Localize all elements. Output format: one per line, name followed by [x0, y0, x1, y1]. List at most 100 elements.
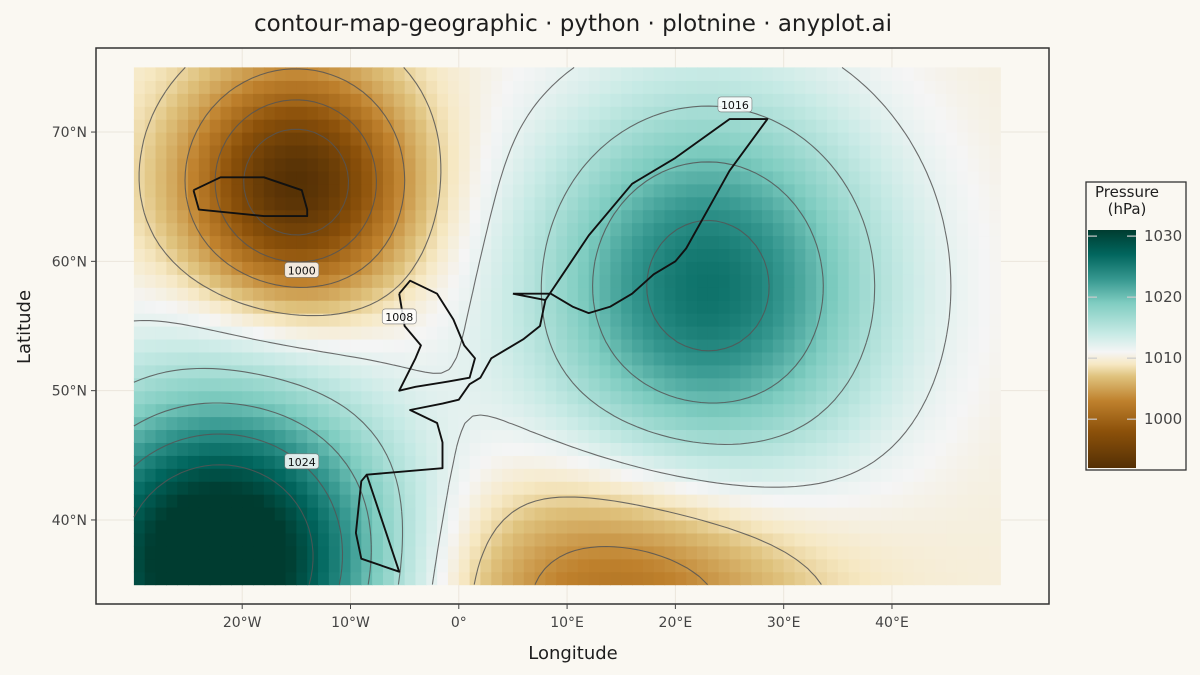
raster-cell	[382, 144, 395, 159]
raster-cell	[458, 157, 471, 172]
raster-cell	[361, 132, 373, 146]
raster-cell	[469, 442, 482, 456]
raster-cell	[469, 157, 482, 172]
raster-cell	[978, 494, 991, 508]
raster-cell	[642, 532, 655, 547]
colorbar-tick-label: 1020	[1144, 288, 1182, 306]
raster-cell	[198, 287, 211, 301]
raster-cell	[285, 507, 297, 521]
raster-cell	[242, 351, 254, 366]
raster-cell	[188, 313, 200, 327]
raster-cell	[816, 455, 828, 469]
raster-cell	[978, 519, 991, 534]
raster-cell	[577, 209, 590, 224]
isobar-996	[243, 128, 350, 236]
raster-cell	[989, 455, 1001, 469]
raster-cell	[458, 313, 471, 327]
raster-cell	[155, 545, 167, 560]
raster-cell	[133, 571, 146, 586]
raster-cell	[512, 507, 525, 521]
raster-cell	[794, 196, 806, 211]
raster-cell	[426, 157, 438, 172]
raster-cell	[848, 532, 861, 547]
raster-cell	[610, 274, 622, 288]
raster-cell	[220, 351, 232, 366]
raster-cell	[534, 119, 547, 133]
raster-cell	[826, 442, 839, 456]
raster-cell	[307, 183, 319, 198]
raster-cell	[480, 377, 492, 392]
raster-cell	[848, 519, 861, 534]
raster-cell	[642, 248, 655, 262]
raster-cell	[816, 558, 828, 573]
raster-cell	[762, 481, 774, 495]
raster-cell	[826, 351, 839, 366]
raster-cell	[783, 170, 796, 185]
raster-cell	[978, 455, 991, 469]
raster-cell	[783, 390, 796, 405]
raster-cell	[263, 519, 276, 534]
raster-cell	[707, 377, 720, 392]
raster-cell	[772, 351, 785, 366]
raster-cell	[328, 338, 341, 353]
raster-cell	[404, 132, 417, 146]
raster-cell	[166, 571, 178, 586]
raster-cell	[155, 494, 167, 508]
raster-cell	[891, 300, 904, 314]
raster-cell	[188, 119, 200, 133]
raster-cell	[523, 313, 536, 327]
raster-cell	[772, 519, 785, 534]
raster-cell	[881, 248, 893, 262]
raster-cell	[946, 507, 958, 521]
raster-cell	[469, 248, 482, 262]
raster-cell	[469, 287, 482, 301]
raster-cell	[512, 132, 525, 146]
raster-cell	[318, 222, 330, 237]
raster-cell	[469, 326, 482, 340]
raster-cell	[816, 338, 828, 353]
raster-cell	[491, 494, 503, 508]
raster-cell	[133, 93, 146, 107]
raster-cell	[426, 442, 438, 456]
raster-cell	[437, 183, 449, 198]
raster-cell	[512, 571, 525, 586]
raster-cell	[783, 571, 796, 586]
raster-cell	[361, 351, 373, 366]
raster-cell	[458, 364, 471, 379]
raster-cell	[296, 532, 308, 547]
raster-cell	[209, 338, 222, 353]
raster-cell	[307, 416, 319, 431]
raster-cell	[989, 313, 1001, 327]
raster-cell	[328, 248, 341, 262]
raster-cell	[480, 93, 492, 107]
raster-cell	[242, 80, 254, 94]
raster-cell	[263, 196, 276, 211]
raster-cell	[361, 261, 373, 275]
raster-cell	[697, 170, 709, 185]
raster-cell	[404, 455, 417, 469]
raster-cell	[805, 351, 817, 366]
raster-cell	[372, 507, 384, 521]
raster-cell	[902, 429, 915, 443]
raster-cell	[253, 287, 265, 301]
raster-cell	[588, 532, 601, 547]
raster-cell	[967, 442, 980, 456]
raster-cell	[242, 507, 254, 521]
raster-cell	[512, 313, 525, 327]
raster-cell	[848, 287, 861, 301]
raster-cell	[404, 287, 417, 301]
raster-cell	[307, 157, 319, 172]
raster-cell	[155, 351, 167, 366]
raster-cell	[512, 442, 525, 456]
raster-cell	[740, 313, 752, 327]
raster-cell	[372, 93, 384, 107]
raster-cell	[307, 274, 319, 288]
raster-cell	[556, 545, 568, 560]
raster-cell	[382, 481, 395, 495]
raster-cell	[913, 119, 926, 133]
raster-cell	[198, 364, 211, 379]
raster-cell	[188, 571, 200, 586]
raster-cell	[491, 468, 503, 482]
raster-cell	[263, 274, 276, 288]
raster-cell	[577, 390, 590, 405]
